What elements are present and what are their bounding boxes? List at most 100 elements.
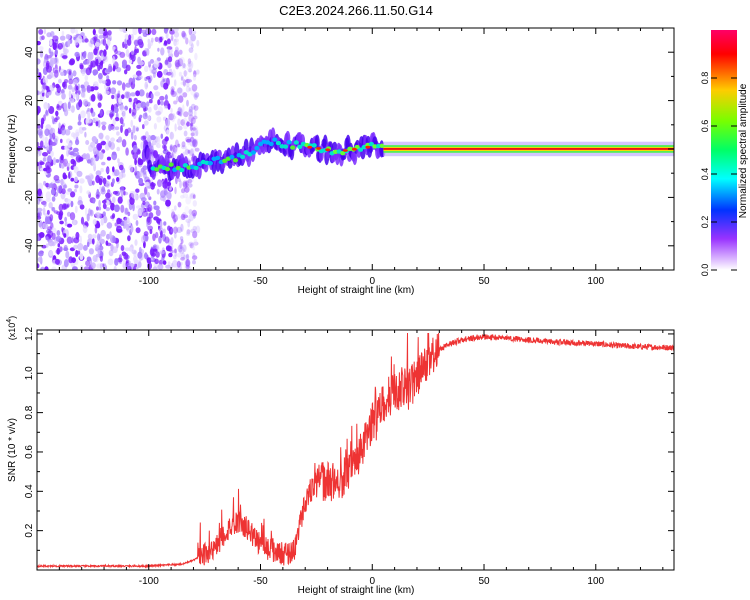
noise-blob bbox=[137, 38, 143, 46]
noise-blob bbox=[45, 198, 51, 203]
noise-blob bbox=[181, 141, 186, 148]
noise-blob bbox=[186, 82, 190, 88]
noise-blob bbox=[185, 180, 189, 188]
noise-blob bbox=[168, 113, 174, 121]
noise-blob bbox=[86, 241, 90, 247]
noise-blob bbox=[73, 237, 80, 244]
noise-blob bbox=[190, 228, 196, 234]
noise-blob bbox=[142, 210, 148, 217]
noise-blob bbox=[170, 131, 173, 140]
noise-blob bbox=[120, 191, 124, 199]
snr-multiplier-exponent: 4 bbox=[6, 319, 13, 323]
noise-blob bbox=[45, 236, 49, 241]
noise-blob bbox=[65, 191, 71, 195]
noise-blob bbox=[55, 235, 62, 242]
noise-blob bbox=[188, 47, 194, 53]
noise-blob bbox=[196, 69, 200, 75]
ridge-core bbox=[154, 167, 160, 172]
noise-blob bbox=[76, 151, 80, 157]
ridge-blob bbox=[332, 141, 338, 152]
noise-blob bbox=[171, 116, 175, 122]
noise-blob bbox=[193, 115, 198, 120]
noise-blob bbox=[37, 142, 40, 146]
noise-blob bbox=[81, 38, 85, 43]
noise-blob bbox=[137, 251, 143, 259]
noise-blob bbox=[42, 207, 46, 216]
noise-blob bbox=[173, 31, 180, 38]
noise-blob bbox=[191, 255, 198, 260]
noise-blob bbox=[111, 246, 118, 254]
noise-blob bbox=[86, 118, 92, 124]
noise-blob bbox=[61, 164, 65, 169]
noise-blob bbox=[168, 68, 173, 74]
ridge-core bbox=[257, 141, 264, 147]
noise-blob bbox=[147, 106, 152, 113]
noise-blob bbox=[194, 92, 200, 98]
noise-blob bbox=[193, 241, 199, 246]
noise-blob bbox=[159, 36, 163, 43]
noise-blob bbox=[105, 180, 111, 188]
noise-blob bbox=[74, 205, 78, 214]
noise-blob bbox=[164, 236, 170, 244]
noise-blob bbox=[155, 251, 160, 258]
noise-blob bbox=[150, 134, 156, 141]
ridge-peak bbox=[325, 148, 330, 152]
noise-blob bbox=[116, 177, 120, 182]
noise-blob bbox=[155, 142, 159, 148]
noise-blob bbox=[100, 56, 104, 61]
noise-blob bbox=[129, 196, 135, 205]
noise-blob bbox=[130, 33, 134, 41]
noise-blob bbox=[72, 152, 78, 157]
noise-blob bbox=[112, 190, 118, 195]
noise-blob bbox=[102, 38, 107, 46]
noise-blob bbox=[91, 238, 95, 245]
noise-blob bbox=[60, 178, 64, 186]
noise-blob bbox=[49, 38, 53, 47]
noise-blob bbox=[133, 259, 139, 264]
noise-blob bbox=[63, 259, 69, 268]
noise-blob bbox=[92, 198, 96, 204]
noise-blob bbox=[61, 30, 65, 37]
noise-blob bbox=[104, 90, 110, 95]
noise-blob bbox=[91, 180, 95, 186]
noise-blob bbox=[179, 180, 182, 189]
noise-blob bbox=[182, 180, 188, 187]
noise-blob bbox=[181, 32, 187, 39]
noise-blob bbox=[182, 70, 189, 76]
x-tick-label: 50 bbox=[478, 576, 490, 587]
noise-blob bbox=[51, 266, 57, 270]
noise-blob bbox=[190, 132, 195, 137]
noise-blob bbox=[135, 205, 142, 209]
noise-blob bbox=[147, 61, 151, 65]
noise-blob bbox=[133, 134, 137, 141]
noise-blob bbox=[155, 244, 160, 250]
noise-blob bbox=[73, 78, 78, 85]
noise-blob bbox=[163, 144, 167, 151]
noise-blob bbox=[124, 33, 129, 41]
noise-blob bbox=[48, 84, 55, 92]
y-tick-label: 20 bbox=[24, 95, 35, 107]
noise-blob bbox=[87, 175, 91, 184]
noise-blob bbox=[188, 209, 193, 215]
noise-blob bbox=[111, 178, 115, 185]
noise-blob bbox=[176, 111, 180, 115]
noise-blob bbox=[79, 64, 84, 70]
x-tick-label: 100 bbox=[587, 276, 604, 287]
noise-blob bbox=[165, 118, 171, 127]
noise-blob bbox=[75, 129, 80, 138]
noise-blob bbox=[74, 84, 78, 92]
noise-blob bbox=[50, 150, 54, 157]
noise-blob bbox=[173, 254, 177, 260]
noise-blob bbox=[165, 264, 172, 269]
noise-blob bbox=[151, 68, 157, 75]
noise-blob bbox=[193, 93, 198, 98]
noise-blob bbox=[43, 102, 49, 110]
colorbar: 0.0 0.2 0.4 0.6 0.8 Normalized spectral ampl… bbox=[700, 30, 749, 276]
noise-blob bbox=[145, 92, 150, 99]
noise-blob bbox=[125, 82, 132, 88]
noise-blob bbox=[162, 78, 165, 83]
noise-blob bbox=[110, 87, 117, 95]
noise-blob bbox=[83, 60, 88, 65]
noise-blob bbox=[127, 127, 132, 133]
noise-blob bbox=[67, 84, 73, 90]
